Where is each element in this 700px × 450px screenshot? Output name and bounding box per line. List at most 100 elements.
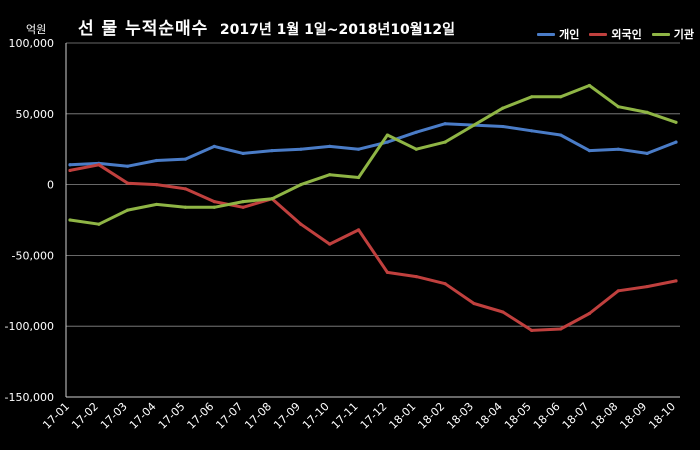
series-line-1 bbox=[68, 163, 678, 332]
series-point-2 bbox=[645, 110, 649, 114]
series-point-2 bbox=[385, 133, 390, 137]
series-point-0 bbox=[183, 157, 188, 161]
x-tick-label: 18-10 bbox=[646, 400, 678, 432]
series-point-2 bbox=[356, 175, 361, 180]
legend-item-institution: 기관 bbox=[651, 26, 694, 42]
series-point-0 bbox=[501, 124, 505, 129]
series-point-1 bbox=[385, 270, 390, 274]
series-point-0 bbox=[587, 149, 592, 153]
series-point-1 bbox=[645, 284, 649, 289]
series-point-2 bbox=[414, 147, 418, 151]
series-point-1 bbox=[472, 301, 476, 306]
legend-item-individual: 개인 bbox=[537, 26, 579, 42]
legend-swatch-foreign bbox=[589, 32, 608, 36]
x-tick-label: 17-04 bbox=[127, 400, 159, 432]
series-point-2 bbox=[616, 105, 620, 109]
series-point-2 bbox=[328, 173, 332, 177]
series-point-0 bbox=[414, 130, 418, 134]
series-point-0 bbox=[530, 129, 534, 133]
x-tick-label: 18-09 bbox=[617, 400, 649, 432]
series-point-2 bbox=[126, 208, 130, 212]
series-point-0 bbox=[68, 163, 72, 167]
series-point-1 bbox=[68, 168, 72, 173]
series-point-1 bbox=[183, 187, 188, 191]
series-point-1 bbox=[414, 275, 418, 279]
series-point-1 bbox=[530, 328, 534, 333]
x-tick-label: 17-06 bbox=[185, 400, 217, 432]
x-tick-label: 17-08 bbox=[242, 400, 274, 432]
y-tick-label: 50,000 bbox=[16, 108, 55, 121]
x-tick-label: 17-05 bbox=[156, 400, 188, 432]
x-tick-label: 17-02 bbox=[69, 400, 101, 432]
x-tick-label: 18-02 bbox=[415, 400, 447, 432]
x-tick-label: 18-08 bbox=[589, 400, 621, 432]
series-point-1 bbox=[212, 199, 216, 204]
x-tick-label: 17-11 bbox=[329, 400, 361, 432]
series-point-2 bbox=[212, 205, 216, 209]
chart-subtitle: 2017년 1월 1일~2018년10월12일 bbox=[219, 22, 456, 38]
series-point-2 bbox=[501, 106, 505, 110]
x-tick-label: 18-01 bbox=[387, 400, 419, 432]
series-point-2 bbox=[183, 205, 188, 209]
series-point-1 bbox=[501, 310, 505, 314]
series-point-0 bbox=[241, 151, 245, 156]
series-point-0 bbox=[212, 144, 216, 148]
x-tick-label: 18-04 bbox=[473, 400, 505, 432]
y-tick-label: 100,000 bbox=[9, 37, 55, 50]
x-tick-label: 17-01 bbox=[40, 400, 72, 432]
series-point-2 bbox=[558, 95, 563, 99]
series-point-1 bbox=[154, 183, 159, 187]
series-point-1 bbox=[443, 282, 447, 286]
series-point-1 bbox=[97, 163, 101, 167]
y-tick-label: 0 bbox=[47, 179, 54, 192]
series-point-0 bbox=[270, 149, 274, 153]
series-point-1 bbox=[558, 327, 563, 331]
series-point-1 bbox=[674, 279, 678, 283]
x-tick-label: 17-12 bbox=[358, 400, 390, 432]
series-point-2 bbox=[97, 222, 101, 226]
x-tick-label: 17-03 bbox=[98, 400, 130, 432]
series-point-2 bbox=[154, 202, 159, 207]
series-point-2 bbox=[299, 183, 303, 187]
chart-title-main: 선 물 누적순매수 bbox=[78, 19, 209, 39]
series-point-0 bbox=[356, 147, 361, 151]
x-tick-label: 18-06 bbox=[531, 400, 563, 432]
series-point-1 bbox=[126, 181, 130, 185]
series-point-0 bbox=[328, 144, 332, 148]
x-tick-label: 17-09 bbox=[271, 400, 303, 432]
series-point-1 bbox=[587, 311, 592, 316]
series-point-1 bbox=[241, 205, 245, 209]
series-point-2 bbox=[241, 199, 245, 204]
series-point-0 bbox=[674, 140, 678, 144]
chart-title: 선 물 누적순매수 2017년 1월 1일~2018년10월12일 bbox=[78, 14, 455, 39]
series-line-0 bbox=[68, 122, 678, 168]
legend-swatch-individual bbox=[537, 32, 556, 36]
x-tick-label: 17-07 bbox=[213, 400, 245, 432]
series-point-0 bbox=[443, 122, 447, 126]
series-point-0 bbox=[558, 133, 563, 137]
x-tick-label: 18-05 bbox=[502, 400, 534, 432]
x-tick-label: 17-10 bbox=[300, 400, 332, 432]
series-point-2 bbox=[270, 197, 274, 201]
y-tick-label: -100,000 bbox=[5, 320, 54, 333]
legend-label-individual: 개인 bbox=[559, 28, 580, 41]
series-point-1 bbox=[616, 289, 620, 293]
legend-label-foreign: 외국인 bbox=[611, 28, 642, 41]
series-point-2 bbox=[68, 218, 72, 222]
series-point-0 bbox=[299, 147, 303, 151]
legend-label-institution: 기관 bbox=[673, 28, 694, 41]
chart-legend: 개인 외국인 기관 bbox=[537, 26, 694, 42]
x-tick-label: 18-03 bbox=[444, 400, 476, 432]
series-point-0 bbox=[385, 140, 390, 144]
series-line-2 bbox=[68, 84, 678, 226]
y-tick-label: -150,000 bbox=[5, 391, 54, 404]
series-point-2 bbox=[472, 123, 476, 127]
series-point-0 bbox=[154, 158, 159, 163]
series-point-1 bbox=[356, 228, 361, 232]
series-point-0 bbox=[645, 151, 649, 156]
series-point-0 bbox=[616, 147, 620, 151]
series-point-0 bbox=[126, 164, 130, 168]
series-point-2 bbox=[443, 140, 447, 144]
legend-item-foreign: 외국인 bbox=[589, 26, 642, 42]
